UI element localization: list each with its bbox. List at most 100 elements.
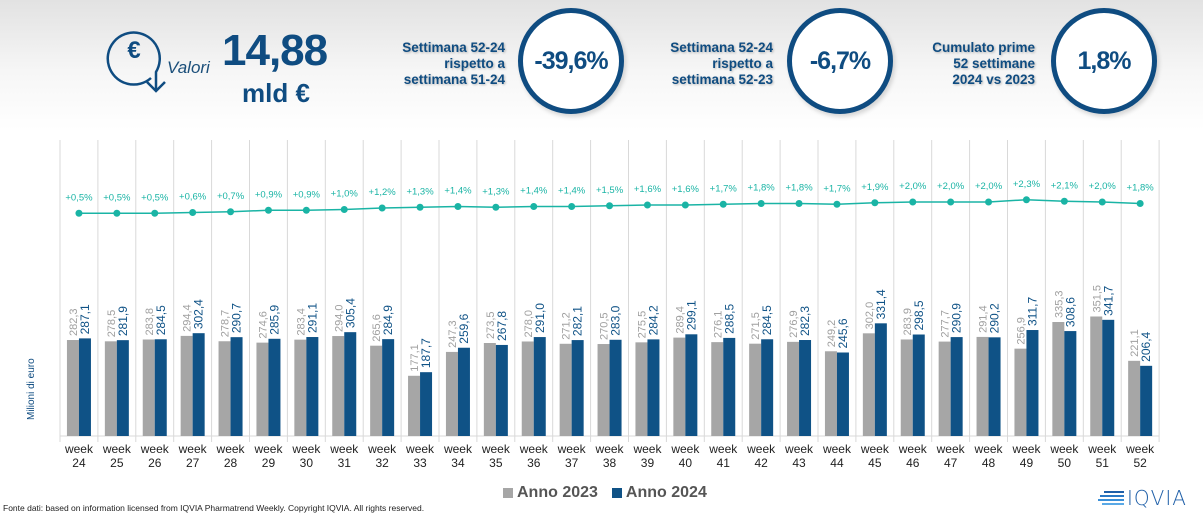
bar-label-2023: 270,5 (599, 312, 611, 340)
x-tick-label-word: week (443, 442, 473, 456)
cumulative-point (1060, 197, 1068, 205)
bar-label-2023: 256,9 (1015, 317, 1027, 345)
bar-2023 (218, 341, 231, 436)
bar-label-2024: 282,1 (571, 306, 585, 336)
bar-label-2024: 305,4 (343, 298, 357, 328)
bar-2024 (836, 352, 849, 436)
legend: Anno 2023 Anno 2024 (503, 484, 707, 502)
bar-label-2023: 283,4 (295, 308, 307, 336)
bar-label-2023: 291,4 (978, 305, 990, 333)
cumulative-point (947, 198, 955, 206)
bar-2023 (787, 341, 800, 436)
cumulative-point (1022, 196, 1030, 204)
bar-2024 (1064, 331, 1077, 436)
x-tick-label-word: week (595, 442, 625, 456)
x-tick-label-word: week (822, 442, 852, 456)
cumulative-label: +1,8% (1127, 183, 1155, 194)
cumulative-label: +0,5% (141, 192, 169, 203)
bar-2024 (420, 372, 433, 436)
x-tick-label-number: 31 (338, 456, 352, 470)
cumulative-point (568, 203, 576, 210)
bar-2023 (180, 335, 193, 436)
x-tick-label-number: 38 (603, 456, 617, 470)
bar-2024 (344, 332, 357, 436)
bar-2023 (1128, 360, 1141, 436)
legend-swatch-2023 (503, 488, 513, 498)
cumulative-point (492, 203, 500, 211)
kpi-1-circle: -39,6% (518, 8, 624, 114)
bar-2024 (230, 337, 243, 436)
bar-label-2023: 249,2 (826, 320, 838, 348)
bar-2024 (78, 338, 91, 436)
x-tick-label-word: week (140, 442, 170, 456)
bar-label-2024: 284,5 (760, 305, 774, 335)
bar-label-2024: 259,6 (457, 313, 471, 343)
cumulative-label: +2,3% (1013, 179, 1041, 190)
bar-label-2024: 281,9 (116, 306, 130, 336)
x-tick-label-word: week (708, 442, 738, 456)
kpi-2-line2: rispetto a (712, 56, 773, 71)
x-tick-label-word: week (216, 442, 246, 456)
x-tick-label-number: 50 (1058, 456, 1072, 470)
kpi-1-label: Settimana 52-24 rispetto a settimana 51-… (380, 40, 505, 88)
x-tick-label-word: week (860, 442, 890, 456)
bar-2024 (457, 347, 470, 436)
bar-2024 (382, 339, 395, 436)
x-tick-label-word: week (632, 442, 662, 456)
cumulative-point (606, 202, 614, 210)
bar-label-2024: 284,9 (381, 305, 395, 335)
cumulative-label: +0,9% (293, 189, 321, 200)
kpi-2-line3: settimana 52-23 (671, 72, 773, 87)
cumulative-point (833, 200, 841, 208)
x-tick-label-word: week (974, 442, 1004, 456)
bar-2023 (332, 336, 345, 436)
iqvia-logo-text: IQVIA (1127, 486, 1187, 510)
x-tick-label-number: 26 (148, 456, 162, 470)
cumulative-label: +1,4% (558, 186, 586, 197)
bar-2024 (950, 337, 963, 436)
kpi-3-line1: Cumulato prime (932, 40, 1035, 55)
bar-label-2024: 291,1 (305, 303, 319, 333)
bar-label-2024: 291,0 (533, 303, 547, 333)
x-tick-label-word: week (1125, 442, 1155, 456)
bar-label-2023: 276,1 (712, 311, 724, 339)
bar-label-2024: 284,2 (646, 305, 660, 335)
x-tick-label-word: week (253, 442, 283, 456)
bar-label-2023: 282,3 (68, 308, 80, 336)
legend-item-2024: Anno 2024 (611, 484, 707, 502)
x-tick-label-word: week (1049, 442, 1079, 456)
x-tick-label-number: 28 (224, 456, 238, 470)
bar-label-2024: 290,7 (230, 303, 244, 333)
x-tick-label-number: 45 (868, 456, 882, 470)
cumulative-label: +1,3% (482, 186, 510, 197)
bar-label-2023: 275,5 (636, 311, 648, 339)
total-value: 14,88 (222, 26, 328, 75)
bar-label-2023: 302,0 (864, 302, 876, 330)
x-tick-label-number: 46 (906, 456, 920, 470)
bar-2024 (685, 334, 698, 436)
cumulative-point (264, 206, 272, 214)
cumulative-label: +1,4% (444, 186, 472, 197)
x-tick-label-word: week (1087, 442, 1117, 456)
bar-2024 (761, 339, 774, 436)
bar-label-2023: 278,0 (523, 310, 535, 338)
cumulative-label: +1,0% (331, 189, 359, 200)
bar-2024 (1026, 330, 1039, 436)
bar-2023 (104, 341, 117, 436)
cumulative-label: +0,9% (255, 189, 283, 200)
bar-label-2024: 287,1 (78, 304, 92, 334)
source-note: Fonte dati: based on information license… (3, 503, 425, 513)
bar-label-2024: 290,2 (988, 303, 1002, 333)
x-tick-label-word: week (178, 442, 208, 456)
x-tick-label-number: 30 (300, 456, 314, 470)
kpi-3-label: Cumulato prime 52 settimane 2024 vs 2023 (915, 40, 1035, 88)
bar-label-2024: 299,1 (684, 300, 698, 330)
cumulative-point (530, 203, 538, 210)
bar-2023 (142, 339, 155, 436)
bar-2024 (799, 340, 812, 436)
bar-2023 (370, 345, 383, 436)
bar-2023 (559, 343, 572, 436)
cumulative-label: +1,6% (672, 184, 700, 195)
cumulative-label: +0,5% (65, 192, 93, 203)
bar-label-2024: 341,7 (1101, 285, 1115, 315)
